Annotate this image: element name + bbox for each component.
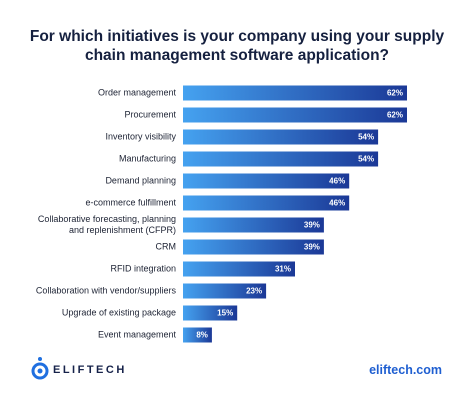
brand: ELIFTECH bbox=[53, 364, 127, 376]
value-label: 46% bbox=[329, 199, 345, 208]
category-label: Upgrade of existing package bbox=[61, 307, 176, 318]
value-label: 23% bbox=[246, 287, 262, 296]
bar bbox=[183, 195, 350, 211]
logo bbox=[31, 357, 49, 380]
bar bbox=[183, 305, 238, 321]
category-label: e-commerce fulfillment bbox=[85, 197, 176, 208]
category-label: Inventory visibility bbox=[105, 131, 176, 142]
bar bbox=[183, 85, 407, 101]
value-label: 8% bbox=[196, 331, 208, 340]
value-label: 31% bbox=[275, 265, 291, 274]
category-label: Manufacturing bbox=[118, 153, 176, 164]
value-label: 54% bbox=[358, 133, 374, 142]
bar bbox=[183, 107, 407, 123]
bar bbox=[183, 173, 350, 189]
value-label: 15% bbox=[217, 309, 233, 318]
value-label: 39% bbox=[304, 221, 320, 230]
category-label: Collaborative forecasting, planning and … bbox=[37, 214, 176, 235]
bar bbox=[183, 129, 379, 145]
chart-title: For which initiatives is your company us… bbox=[29, 28, 445, 64]
value-label: 62% bbox=[387, 111, 403, 120]
bar bbox=[183, 151, 379, 167]
bar bbox=[183, 217, 324, 233]
category-label: Procurement bbox=[124, 109, 176, 120]
bar bbox=[183, 261, 295, 277]
category-label: RFID integration bbox=[110, 263, 176, 274]
bar bbox=[183, 239, 324, 255]
bar bbox=[183, 327, 212, 343]
category-label: Order management bbox=[97, 87, 176, 98]
category-label: Event management bbox=[97, 329, 176, 340]
category-label: CRM bbox=[155, 241, 177, 252]
value-label: 54% bbox=[358, 155, 374, 164]
value-label: 62% bbox=[387, 89, 403, 98]
value-label: 39% bbox=[304, 243, 320, 252]
url[interactable]: eliftech.com bbox=[369, 363, 442, 377]
category-label: Demand planning bbox=[105, 175, 176, 186]
bar bbox=[183, 283, 267, 299]
value-label: 46% bbox=[329, 177, 345, 186]
category-label: Collaboration with vendor/suppliers bbox=[35, 285, 176, 296]
